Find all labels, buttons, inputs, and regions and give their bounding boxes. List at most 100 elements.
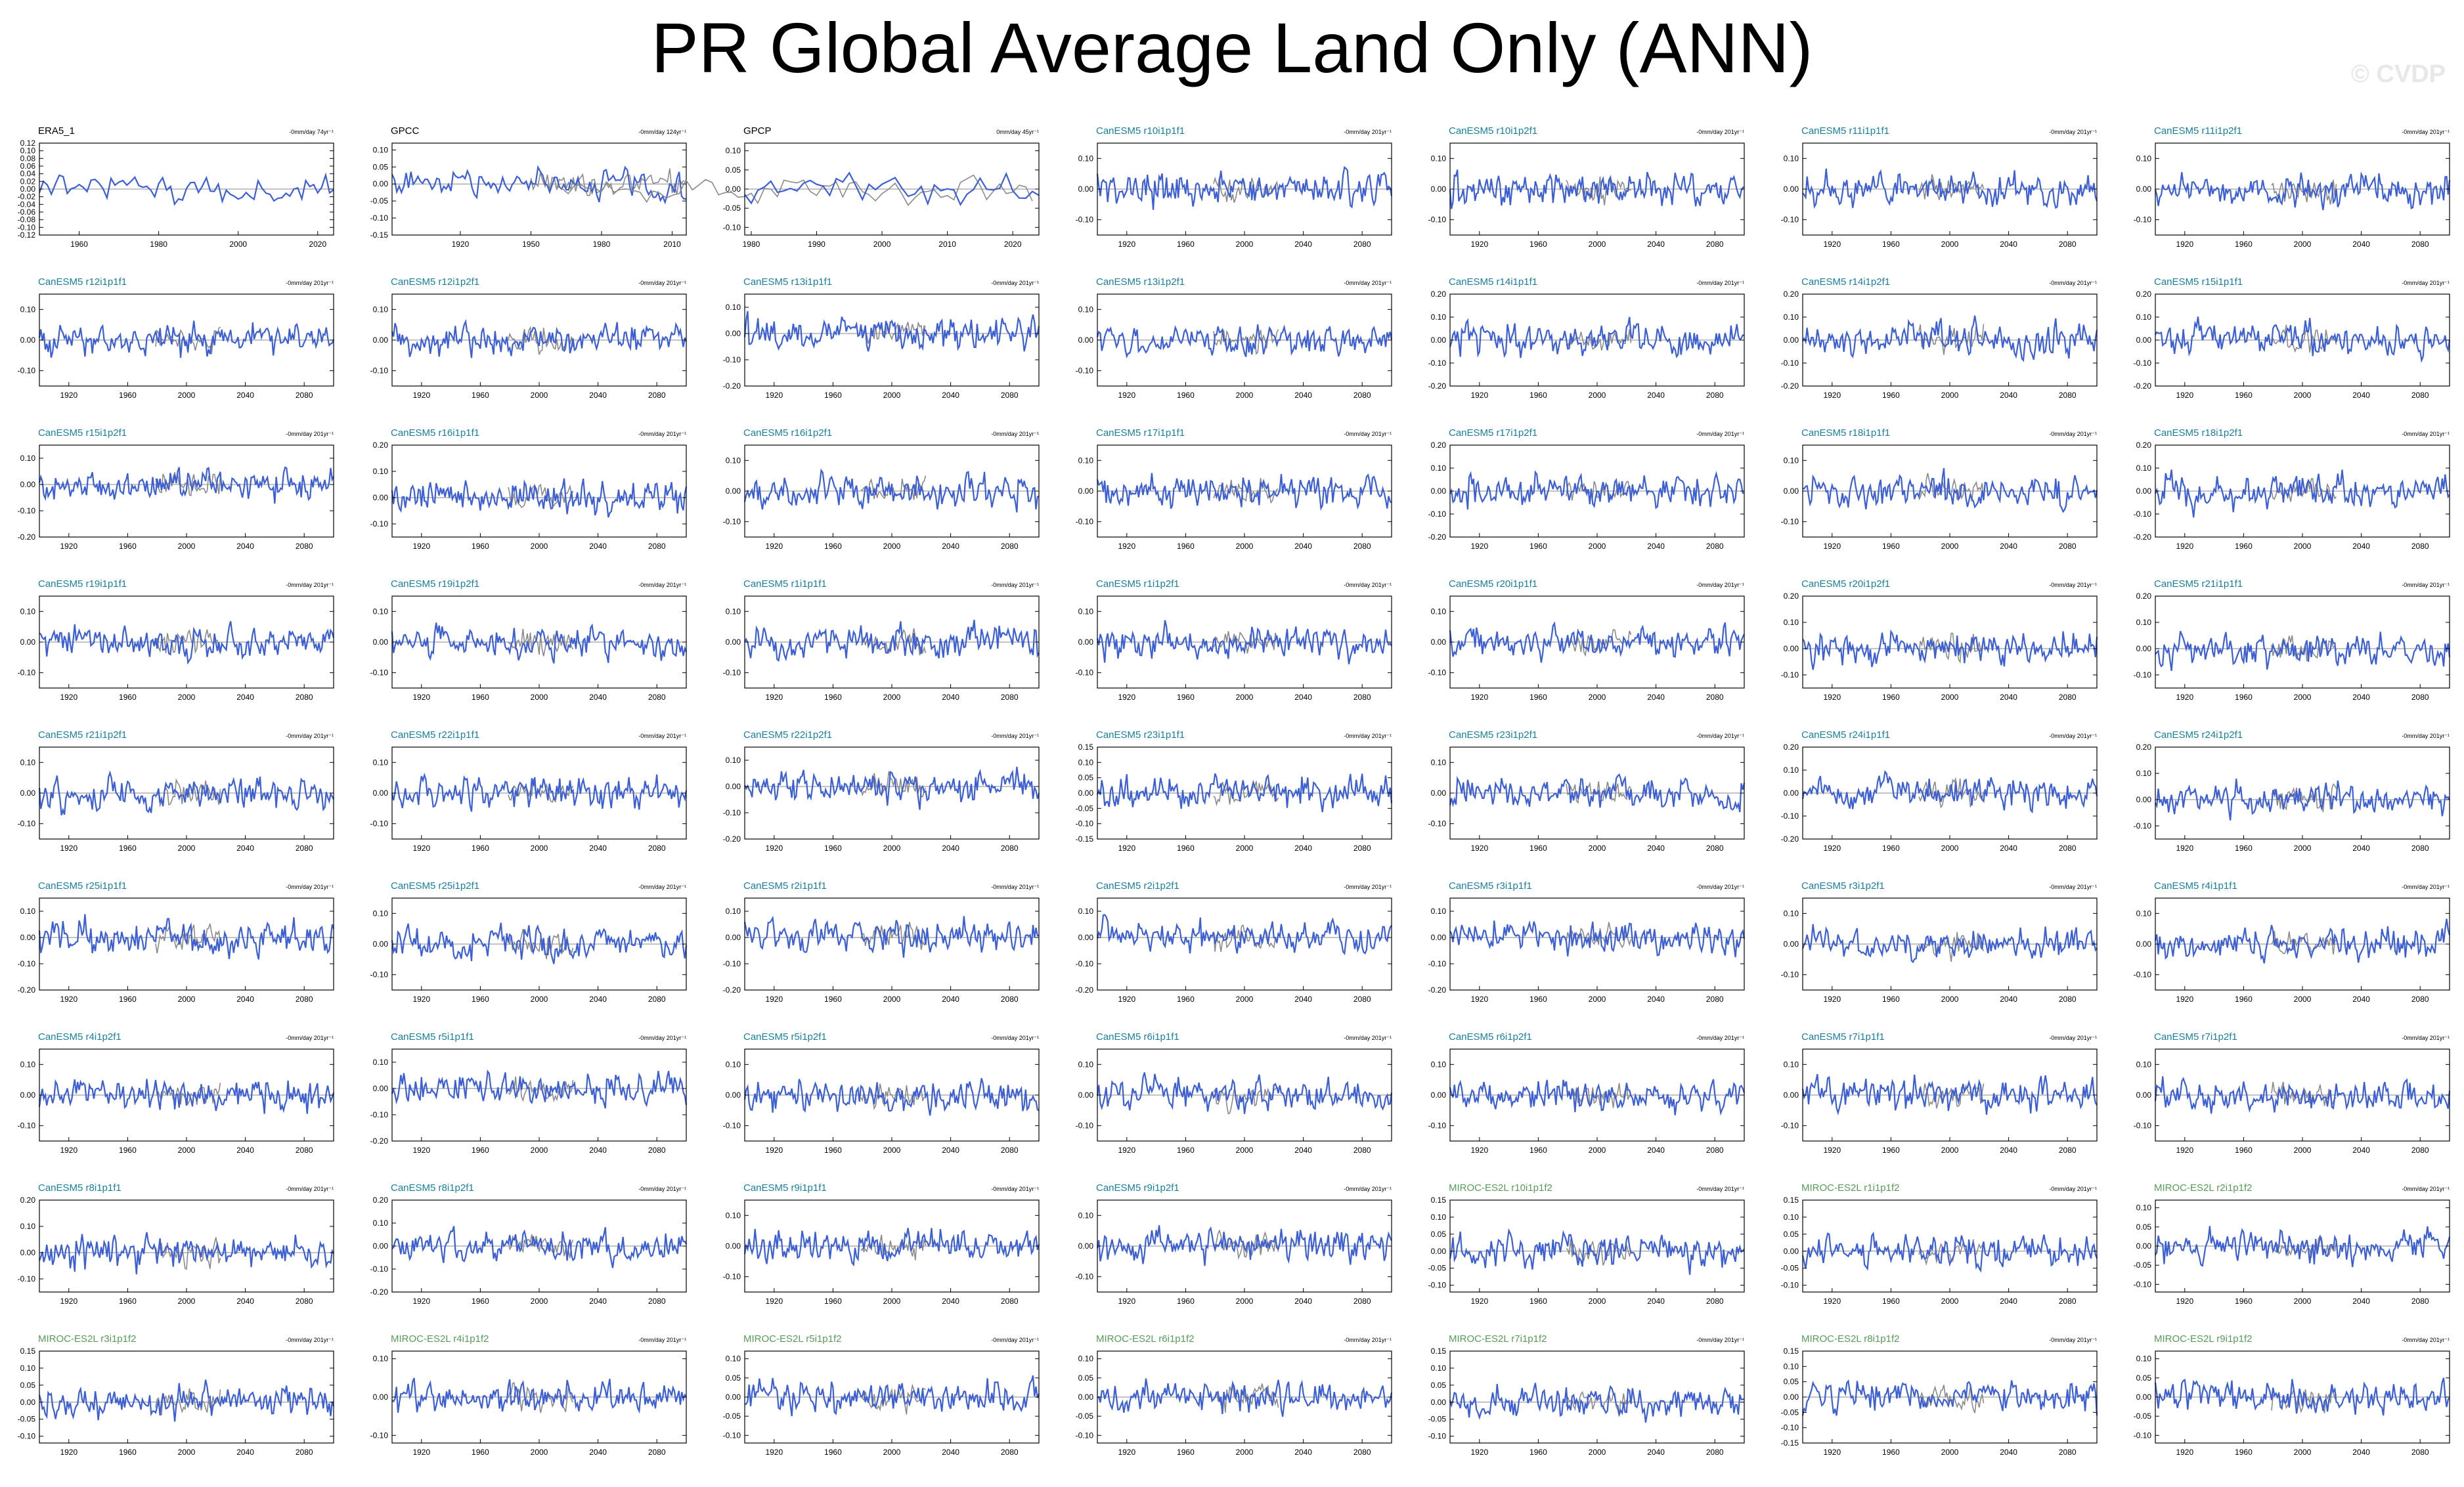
obs-overlay-line: [1566, 922, 1632, 949]
panel: CanESM5 r7i1p1f1 -0mm/day 201yr⁻¹ 0.10 0.00…: [1781, 1031, 2098, 1155]
panel-title: CanESM5 r12i1p2f1: [391, 276, 479, 288]
panel: CanESM5 r17i1p2f1 -0mm/day 201yr⁻¹ 0.20 0.1…: [1428, 427, 1745, 551]
x-tick-label: 2000: [2294, 693, 2312, 702]
x-tick-label: 1920: [412, 542, 430, 551]
panel-trend: -0mm/day 201yr⁻¹: [2049, 129, 2097, 135]
panel-title: MIROC-ES2L r3i1p1f2: [38, 1333, 137, 1345]
y-tick-label: -0.10: [723, 1121, 741, 1131]
x-tick-label: 2080: [1706, 693, 1724, 702]
x-tick-label: 2000: [1589, 844, 1606, 853]
panel-trend: -0mm/day 201yr⁻¹: [2402, 884, 2450, 890]
x-tick-label: 2000: [531, 1146, 548, 1155]
x-tick-label: 1960: [824, 844, 842, 853]
x-tick-label: 2000: [1589, 391, 1606, 400]
panel-trend: -0mm/day 201yr⁻¹: [1344, 884, 1392, 890]
x-tick-label: 2000: [531, 693, 548, 702]
y-tick-label: 0.10: [2136, 154, 2152, 163]
panel-title: CanESM5 r11i1p2f1: [2154, 125, 2242, 137]
y-tick-label: -0.10: [1781, 1121, 1799, 1131]
x-tick-label: 1960: [1177, 844, 1195, 853]
y-tick-label: 0.15: [1431, 1347, 1447, 1356]
x-tick-label: 1960: [119, 693, 137, 702]
panel-title: CanESM5 r23i1p1f1: [1096, 729, 1185, 741]
y-tick-label: 0.05: [726, 1373, 741, 1383]
x-tick-label: 2040: [1294, 1448, 1312, 1457]
y-tick-label: 0.05: [1784, 1230, 1799, 1239]
panel-title: CanESM5 r8i1p1f1: [38, 1182, 121, 1194]
panel: CanESM5 r15i1p1f1 -0mm/day 201yr⁻¹ 0.20 0.1…: [2134, 276, 2451, 400]
x-tick-label: 1960: [1529, 542, 1547, 551]
x-tick-label: 1960: [119, 542, 137, 551]
panel: CanESM5 r14i1p1f1 -0mm/day 201yr⁻¹ 0.20 0.1…: [1428, 276, 1745, 400]
x-tick-label: 1960: [119, 844, 137, 853]
x-tick-label: 2000: [1236, 1448, 1254, 1457]
x-tick-label: 1960: [472, 1297, 489, 1306]
x-tick-label: 2080: [1706, 240, 1724, 249]
y-tick-label: 0.00: [1078, 1241, 1094, 1251]
x-tick-label: 1960: [1529, 1297, 1547, 1306]
y-tick-label: 0.00: [2136, 939, 2152, 949]
x-tick-label: 2080: [1001, 1297, 1019, 1306]
y-tick-label: 0.00: [1431, 637, 1447, 647]
y-tick-label: 0.10: [1078, 907, 1094, 916]
y-tick-label: -0.05: [18, 1415, 36, 1424]
x-tick-label: 2000: [178, 693, 196, 702]
panel-trend: -0mm/day 201yr⁻¹: [2049, 280, 2097, 286]
obs-overlay-line: [1918, 632, 1985, 664]
x-tick-label: 2040: [1647, 542, 1665, 551]
x-tick-label: 2080: [296, 1448, 313, 1457]
y-tick-label: 0.05: [2136, 1373, 2152, 1383]
panel: GPCP 0mm/day 45yr⁻¹ 0.10 0.05 0.00 -0.05 -0.10…: [555, 125, 1040, 249]
panel: CanESM5 r12i1p2f1 -0mm/day 201yr⁻¹ 0.10 0.0…: [370, 276, 688, 400]
x-tick-label: 2080: [1001, 995, 1019, 1004]
x-tick-label: 1920: [2176, 542, 2193, 551]
y-tick-label: 0.10: [20, 607, 36, 616]
y-tick-label: 0.00: [1431, 933, 1447, 942]
x-tick-label: 1980: [593, 240, 611, 249]
panel-title: CanESM5 r24i1p2f1: [2154, 729, 2243, 741]
x-tick-label: 1960: [119, 995, 137, 1004]
panel-trend: -0mm/day 201yr⁻¹: [991, 733, 1039, 739]
y-tick-label: -0.20: [2134, 381, 2152, 391]
x-tick-label: 2080: [1706, 1448, 1724, 1457]
obs-overlay-line: [1213, 328, 1279, 355]
x-tick-label: 1960: [472, 542, 489, 551]
x-tick-label: 1920: [60, 1297, 77, 1306]
panel-title: CanESM5 r18i1p1f1: [1801, 427, 1890, 439]
series-line: [1802, 315, 2098, 362]
x-tick-label: 2040: [2352, 240, 2370, 249]
y-tick-label: -0.10: [370, 1110, 389, 1119]
panel-title: CanESM5 r17i1p2f1: [1449, 427, 1537, 439]
x-tick-label: 1920: [1823, 1448, 1841, 1457]
x-tick-label: 2080: [1353, 995, 1371, 1004]
x-tick-label: 2080: [1001, 693, 1019, 702]
x-tick-label: 1920: [412, 1297, 430, 1306]
panel-trend: -0mm/day 201yr⁻¹: [286, 1035, 334, 1041]
panel-title: MIROC-ES2L r5i1p1f2: [743, 1333, 842, 1345]
x-tick-label: 2000: [229, 240, 247, 249]
y-tick-label: 0.00: [1078, 637, 1094, 647]
y-tick-label: 0.00: [20, 933, 36, 942]
y-tick-label: 0.05: [2136, 1222, 2152, 1232]
y-tick-label: 0.20: [2136, 441, 2152, 450]
y-tick-label: 0.00: [373, 1241, 389, 1251]
y-tick-label: 0.10: [1431, 1213, 1447, 1222]
y-tick-label: -0.10: [1076, 1121, 1094, 1131]
panel: CanESM5 r22i1p2f1 -0mm/day 201yr⁻¹ 0.10 0.0…: [723, 729, 1040, 853]
series-line: [38, 914, 335, 960]
x-tick-label: 1920: [60, 1448, 77, 1457]
x-tick-label: 1960: [2235, 995, 2253, 1004]
y-tick-label: -0.10: [723, 959, 741, 968]
x-tick-label: 1980: [743, 240, 760, 249]
x-tick-label: 2080: [296, 844, 313, 853]
y-tick-label: 0.10: [20, 1364, 36, 1373]
x-tick-label: 2040: [1294, 693, 1312, 702]
panel: CanESM5 r10i1p2f1 -0mm/day 201yr⁻¹ 0.10 0.0…: [1428, 125, 1745, 249]
x-tick-label: 1960: [1882, 391, 1900, 400]
panel-trend: -0mm/day 201yr⁻¹: [286, 884, 334, 890]
y-tick-label: 0.10: [726, 607, 741, 616]
series-line: [2154, 469, 2450, 518]
y-tick-label: 0.00: [2136, 1392, 2152, 1402]
x-tick-label: 2080: [2059, 1448, 2077, 1457]
